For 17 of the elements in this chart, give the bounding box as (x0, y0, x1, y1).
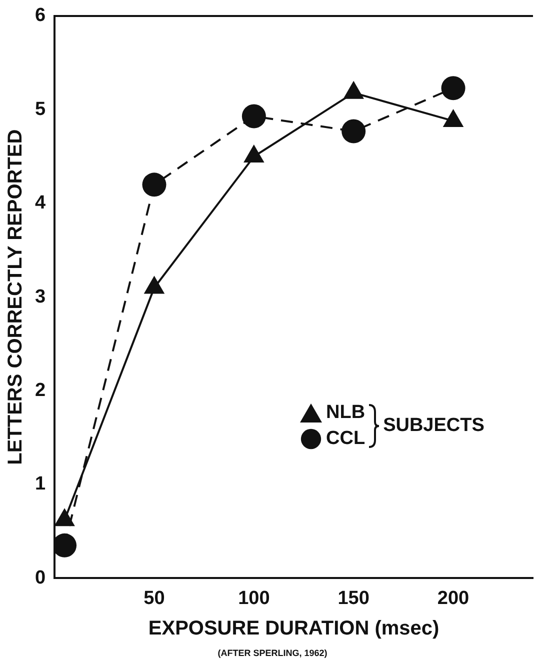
y-tick-label: 4 (34, 192, 46, 214)
y-tick-label: 1 (34, 474, 46, 495)
x-tick-label: 50 (144, 588, 165, 609)
y-tick-label: 5 (34, 98, 46, 120)
y-tick-label: 0 (34, 567, 46, 588)
x-tick-label: 200 (437, 588, 470, 609)
y-axis-title: LETTERS CORRECTLY REPORTED (4, 129, 27, 465)
legend-title: SUBJECTS (383, 415, 484, 437)
text: (AFTER SPERLING, 1962) (216, 648, 328, 658)
x-tick-label: 100 (238, 588, 270, 609)
y-tick-label: 3 (34, 286, 46, 308)
y-tick-label: 6 (34, 5, 46, 26)
legend-label: NLB (326, 401, 366, 425)
x-axis-title: EXPOSURE DURATION (msec) (148, 618, 440, 640)
y-tick-label: 2 (34, 380, 46, 402)
legend-label: CCL (326, 427, 366, 451)
x-tick-label: 150 (338, 588, 370, 609)
